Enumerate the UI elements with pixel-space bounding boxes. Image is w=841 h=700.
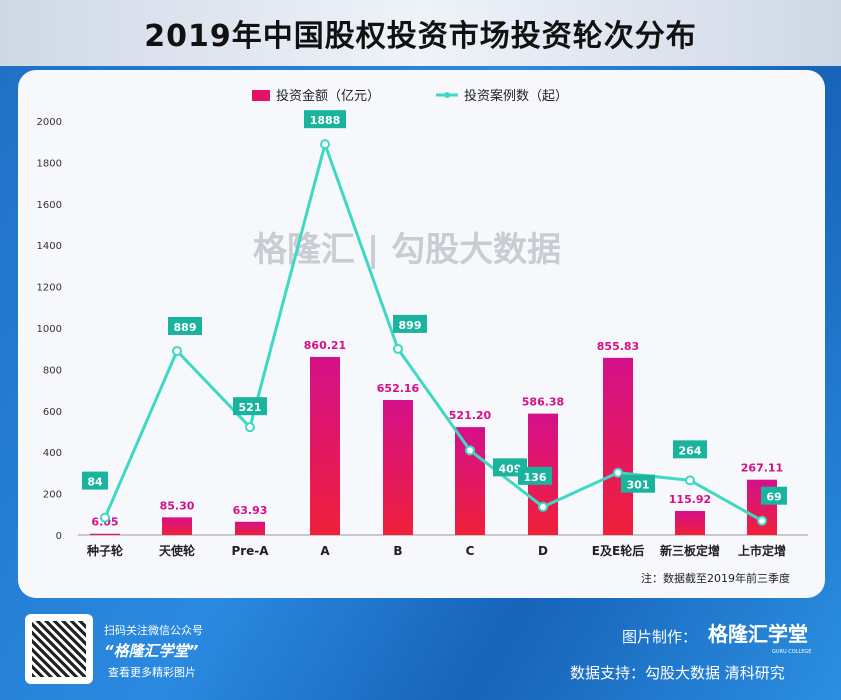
legend-line-marker [444,92,450,98]
line-data-label: 409 [499,462,522,475]
watermark: 格隆汇 | 勾股大数据 [253,230,562,270]
line-data-label: 136 [524,471,547,484]
y-tick-label: 600 [43,407,62,418]
line-label-bg [621,474,655,493]
line-data-label: 69 [766,491,781,504]
bar-data-label: 586.38 [522,396,564,409]
y-tick-label: 1200 [37,283,62,294]
made-by-label: 图片制作： [622,628,698,646]
bar [310,356,340,535]
x-tick-label: 天使轮 [159,543,196,558]
x-tick-label: E及E轮后 [592,543,644,558]
y-tick-label: 0 [56,531,62,542]
chart-title: 2019年中国股权投资市场投资轮次分布 [0,0,841,66]
bar [383,400,413,535]
y-tick-label: 1000 [37,324,62,335]
bar-data-label: 115.92 [669,493,711,506]
bar-data-label: 860.21 [304,339,346,352]
line-point [685,475,695,486]
line-point [100,512,110,523]
y-tick-label: 800 [43,365,62,376]
line-point [172,345,182,356]
bar-data-label: 652.16 [377,382,420,395]
line-data-label: 84 [87,476,103,489]
data-source: 数据支持：勾股大数据 清科研究 [570,664,785,682]
y-tick-label: 200 [43,490,62,501]
line-label-bg [673,440,707,459]
footer: 扫码关注微信公众号 “格隆汇学堂” 查看更多精彩图片 图片制作： 格隆汇学堂 G… [0,600,841,700]
bar [603,357,633,535]
chart: 0 200 400 600 800 1000 1200 1400 1600 1800 2000 投资金… [37,88,808,585]
line-label-bg [168,316,202,335]
y-tick-label: 2000 [37,117,62,128]
line-point [613,467,623,478]
y-tick-label: 400 [43,448,62,459]
line-label-bg [761,486,787,505]
y-tick-label: 1400 [37,241,62,252]
x-tick-label: B [393,544,402,558]
qr-text-2: “格隆汇学堂” [104,642,199,660]
x-tick-label: 新三板定增 [660,543,720,558]
line-label-bg [304,110,346,129]
x-tick-label: D [538,544,548,558]
legend-bar-label: 投资金额（亿元） [276,88,380,104]
bar [675,511,705,535]
bar-data-label: 63.93 [233,504,268,517]
line-point [393,343,403,354]
qr-code [25,614,93,684]
legend-bar-swatch [252,90,270,101]
x-tick-label: A [320,544,330,558]
line-data-label: 889 [174,321,197,334]
x-tick-label: C [466,544,475,558]
bar-data-label: 855.83 [597,340,639,353]
line-data-label: 264 [679,444,702,457]
bar-data-label: 85.30 [160,499,195,512]
chart-note: 注：数据截至2019年前三季度 [641,571,790,585]
qr-text-1: 扫码关注微信公众号 [104,624,203,637]
legend-line-label: 投资案例数（起） [464,88,568,104]
made-by-sub: GURU COLLEGE [772,649,812,655]
line-point [757,515,767,526]
made-by-logo: 格隆汇学堂 [708,622,808,646]
x-tick-label: Pre-A [231,544,269,558]
line-data-label: 301 [627,479,650,492]
qr-text-3: 查看更多精彩图片 [108,666,196,679]
line-data-label: 521 [239,401,262,414]
bar-data-label: 521.20 [449,409,492,422]
line-series [103,139,763,523]
line-point [320,139,330,150]
y-tick-label: 1800 [37,158,62,169]
bar [90,533,120,535]
line-point [245,422,255,433]
chart-card: 格隆汇 | 勾股大数据 0 200 400 600 800 1000 1200 1400 160… [18,70,825,598]
line-label-bg [518,466,552,485]
line-data-label: 899 [399,319,422,332]
bar [455,427,485,535]
line-label-bg [233,397,267,416]
line-point [538,501,548,512]
bar [235,521,265,535]
line-label-bg [393,314,427,333]
line-label-bg [82,471,108,490]
line-point [465,445,475,456]
bar [162,517,192,535]
line-data-label: 1888 [310,114,341,127]
bar-data-label: 267.11 [741,462,783,475]
y-tick-label: 1600 [37,200,62,211]
x-tick-label: 种子轮 [86,543,124,558]
x-tick-label: 上市定增 [738,543,786,558]
